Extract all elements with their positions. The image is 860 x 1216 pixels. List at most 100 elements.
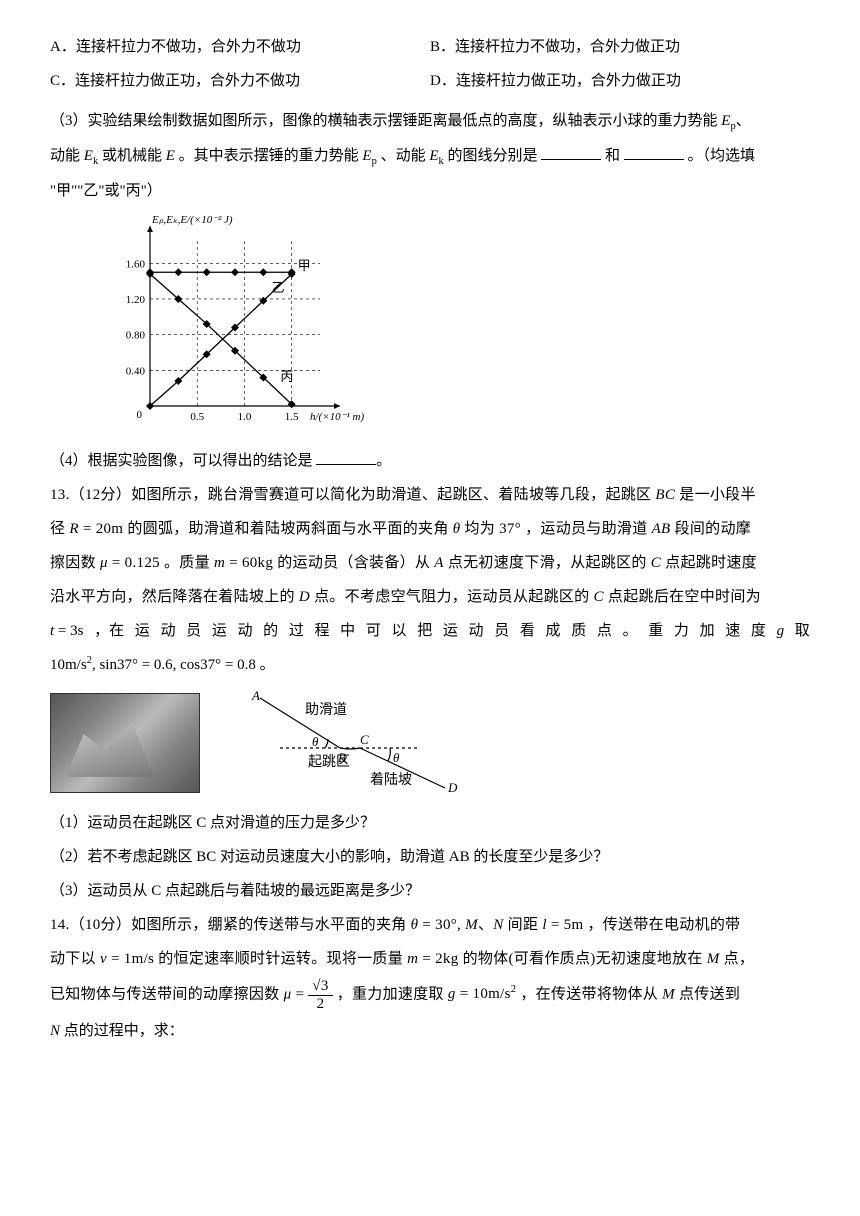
q14-t1: 间距 bbox=[508, 917, 539, 933]
s15k: 可 bbox=[366, 616, 381, 646]
svg-text:Eₚ,Eₖ,E/(×10⁻² J): Eₚ,Eₖ,E/(×10⁻² J) bbox=[151, 216, 233, 226]
q14-l: l = 5m bbox=[542, 917, 583, 933]
q14-l4: N 点的过程中，求： bbox=[50, 1016, 810, 1046]
q13-t10: 点无初速度下滑，从起跳区的 bbox=[448, 555, 647, 571]
svg-text:0.40: 0.40 bbox=[126, 365, 146, 377]
svg-text:1.60: 1.60 bbox=[126, 258, 146, 270]
s15n: 运 bbox=[443, 616, 458, 646]
q4-line: （4）根据实验图像，可以得出的结论是 。 bbox=[50, 446, 810, 476]
q13-head: 13.（12分）如图所示，跳台滑雪赛道可以简化为助滑道、起跳区、着陆坡等几段，起… bbox=[50, 487, 651, 503]
svg-text:h/(×10⁻¹ m): h/(×10⁻¹ m) bbox=[310, 411, 364, 423]
ek2-sub: k bbox=[439, 156, 444, 167]
q14-eq: = bbox=[295, 986, 308, 1002]
s15s: 质 bbox=[571, 616, 586, 646]
dC: C bbox=[360, 732, 369, 747]
q4-text: （4）根据实验图像，可以得出的结论是 bbox=[50, 453, 313, 469]
q13-l5: t = 3s ，在 运 动 员 运 动 的 过 程 中 可 以 把 运 动 员 … bbox=[50, 616, 810, 646]
q14-t9: ，在传送带将物体从 bbox=[520, 986, 658, 1002]
s15w: 力 bbox=[674, 616, 689, 646]
q3-t4: 。其中表示摆锤的重力势能 bbox=[179, 148, 363, 164]
q14-t11: 点的过程中，求： bbox=[64, 1023, 184, 1039]
ep-sub: p bbox=[730, 121, 735, 132]
q13-t11: 点起跳时速度 bbox=[665, 555, 757, 571]
ep2-sub: p bbox=[372, 156, 377, 167]
q13-t14: 点起跳后在空中时间为 bbox=[608, 589, 761, 605]
q13-ang: 37° bbox=[499, 521, 521, 537]
q13-R: R = 20m bbox=[69, 521, 123, 537]
q13-l1: 13.（12分）如图所示，跳台滑雪赛道可以简化为助滑道、起跳区、着陆坡等几段，起… bbox=[50, 480, 810, 510]
q13-t16: 取 bbox=[795, 616, 810, 646]
q13-t5: ，运动员与助滑道 bbox=[525, 521, 647, 537]
q3-blank2[interactable] bbox=[624, 145, 684, 160]
s15l: 以 bbox=[392, 616, 407, 646]
s15z: 度 bbox=[751, 616, 766, 646]
dlbl2: 起跳区 bbox=[308, 754, 350, 770]
s15e: 运 bbox=[212, 616, 227, 646]
svg-text:0.80: 0.80 bbox=[126, 330, 146, 342]
svg-text:0.5: 0.5 bbox=[190, 411, 204, 423]
ski-jump-diagram: A B C D θ θ 助滑道 起跳区 着陆坡 bbox=[230, 688, 460, 798]
q14-l1: 14.（10分）如图所示，绷紧的传送带与水平面的夹角 θ = 30°, M、N … bbox=[50, 910, 810, 940]
q14-v: v = 1m/s bbox=[100, 951, 154, 967]
q13-t13: 点。不考虑空气阻力，运动员从起跳区的 bbox=[314, 589, 589, 605]
q14-t6: 点， bbox=[724, 951, 755, 967]
q14-m: m = 2kg bbox=[407, 951, 458, 967]
mc-options: A．连接杆拉力不做功，合外力不做功 B．连接杆拉力不做功，合外力做正功 C．连接… bbox=[50, 30, 810, 98]
q13-t8: 。质量 bbox=[164, 555, 210, 571]
q13-ab: AB bbox=[652, 521, 671, 537]
energy-chart: 0.400.801.201.600.51.01.50Eₚ,Eₖ,E/(×10⁻²… bbox=[110, 216, 810, 436]
q14-t4: 的恒定速率顺时针运转。现将一质量 bbox=[158, 951, 403, 967]
q14-th: θ = 30°, M、N bbox=[411, 917, 504, 933]
s15j: 中 bbox=[340, 616, 355, 646]
option-d: D．连接杆拉力做正功，合外力做正功 bbox=[430, 64, 810, 98]
q14-head: 14.（10分）如图所示，绷紧的传送带与水平面的夹角 bbox=[50, 917, 407, 933]
s15x: 加 bbox=[700, 616, 715, 646]
s15t: 点 bbox=[597, 616, 612, 646]
ep2-sym: E bbox=[362, 148, 371, 164]
q3-t3: 或机械能 bbox=[102, 148, 166, 164]
chart-svg: 0.400.801.201.600.51.01.50Eₚ,Eₖ,E/(×10⁻²… bbox=[110, 216, 370, 436]
s15c: 动 bbox=[160, 616, 175, 646]
svg-text:甲: 甲 bbox=[298, 258, 311, 273]
q3-line1: （3）实验结果绘制数据如图所示，图像的横轴表示摆锤距离最低点的高度，纵轴表示小球… bbox=[50, 106, 810, 137]
svg-text:乙: 乙 bbox=[272, 280, 285, 295]
q13-sub3: （3）运动员从 C 点起跳后与着陆坡的最远距离是多少？ bbox=[50, 876, 810, 906]
q14-frac: √3 2 bbox=[308, 978, 332, 1012]
q3-line3: "甲""乙"或"丙"） bbox=[50, 176, 810, 206]
dA: A bbox=[251, 688, 260, 703]
dlbl3: 着陆坡 bbox=[370, 772, 412, 788]
q13-t7: 擦因数 bbox=[50, 555, 96, 571]
s15h: 过 bbox=[289, 616, 304, 646]
svg-text:1.20: 1.20 bbox=[126, 294, 146, 306]
option-c: C．连接杆拉力做正功，合外力不做功 bbox=[50, 64, 430, 98]
q14-t10: 点传送到 bbox=[679, 986, 740, 1002]
s15v: 重 bbox=[648, 616, 663, 646]
q14-N: N bbox=[50, 1023, 60, 1039]
q14-g: g = 10m/s2 bbox=[448, 986, 516, 1002]
q13-sub2: （2）若不考虑起跳区 BC 对运动员速度大小的影响，助滑道 AB 的长度至少是多… bbox=[50, 842, 810, 872]
option-b: B．连接杆拉力不做功，合外力做正功 bbox=[430, 30, 810, 64]
q13-t3: 的圆弧，助滑道和着陆坡两斜面与水平面的夹角 bbox=[127, 521, 448, 537]
q14-fn: √3 bbox=[308, 978, 332, 996]
dD: D bbox=[447, 780, 458, 795]
s15y: 速 bbox=[725, 616, 740, 646]
q14-M2: M bbox=[662, 986, 675, 1002]
q13-mu: μ = 0.125 bbox=[100, 555, 160, 571]
q4-blank[interactable] bbox=[316, 450, 376, 465]
q14-l3: 已知物体与传送带间的动摩擦因数 μ = √3 2 ，重力加速度取 g = 10m… bbox=[50, 978, 810, 1012]
q13-l6: 10m/s2, sin37° = 0.6, cos37° = 0.8 。 bbox=[50, 650, 810, 680]
s15q: 看 bbox=[520, 616, 535, 646]
q13-g: g bbox=[777, 616, 785, 646]
s15d: 员 bbox=[186, 616, 201, 646]
q3-t6: 的图线分别是 bbox=[448, 148, 538, 164]
q3-t2: 动能 bbox=[50, 148, 80, 164]
s15i: 程 bbox=[315, 616, 330, 646]
q13-t4: 均为 bbox=[464, 521, 495, 537]
ek2-sym: E bbox=[429, 148, 438, 164]
s15o: 动 bbox=[469, 616, 484, 646]
q3-t1: （3）实验结果绘制数据如图所示，图像的横轴表示摆锤距离最低点的高度，纵轴表示小球… bbox=[50, 113, 718, 129]
s15r: 成 bbox=[546, 616, 561, 646]
q3-blank1[interactable] bbox=[541, 145, 601, 160]
option-a: A．连接杆拉力不做功，合外力不做功 bbox=[50, 30, 430, 64]
q3-Ek2: Ek bbox=[429, 148, 443, 164]
